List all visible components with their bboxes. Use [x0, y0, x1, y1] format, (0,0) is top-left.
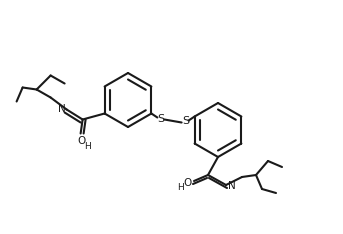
Text: H: H — [84, 142, 91, 151]
Text: H: H — [177, 183, 184, 191]
Text: O: O — [183, 178, 191, 188]
Text: N: N — [58, 103, 66, 113]
Text: S: S — [157, 113, 164, 124]
Text: O: O — [78, 136, 86, 146]
Text: S: S — [182, 117, 189, 127]
Text: N: N — [228, 181, 236, 191]
